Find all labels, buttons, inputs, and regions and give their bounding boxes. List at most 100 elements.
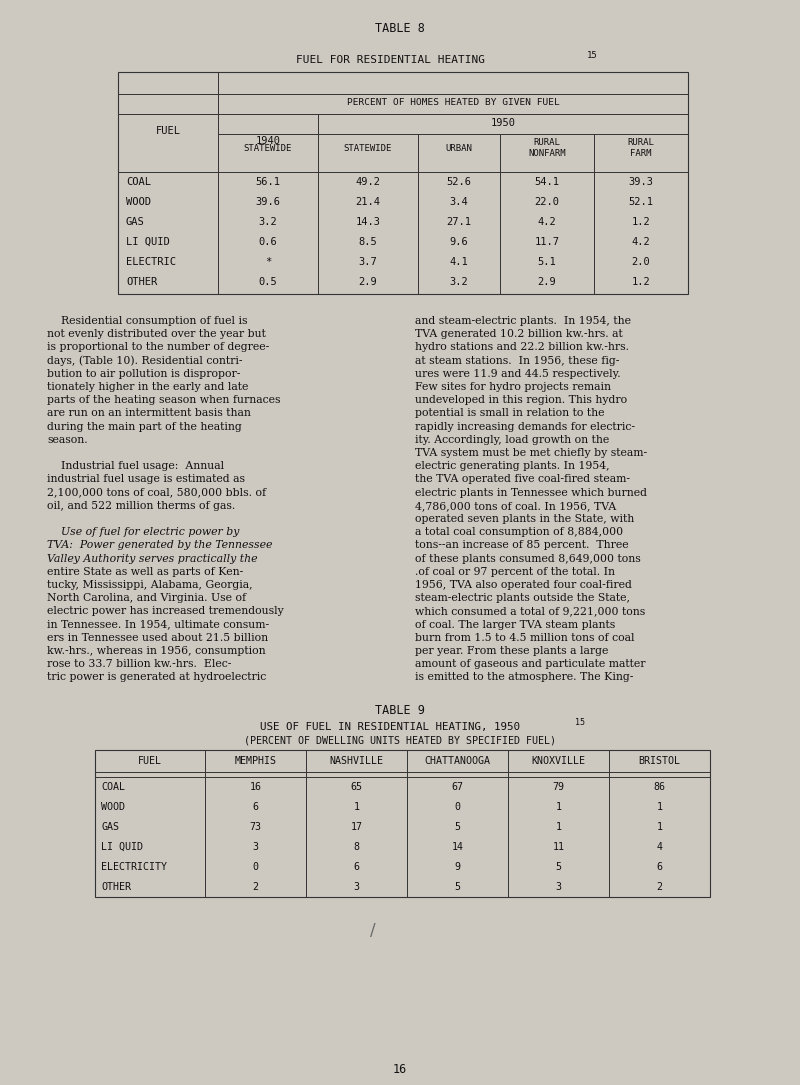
Text: undeveloped in this region. This hydro: undeveloped in this region. This hydro	[415, 395, 627, 405]
Text: 5: 5	[454, 882, 461, 892]
Text: season.: season.	[47, 435, 88, 445]
Text: 3.7: 3.7	[358, 257, 378, 267]
Text: at steam stations.  In 1956, these fig-: at steam stations. In 1956, these fig-	[415, 356, 619, 366]
Text: Industrial fuel usage:  Annual: Industrial fuel usage: Annual	[47, 461, 224, 471]
Text: 2.9: 2.9	[358, 277, 378, 288]
Text: 15: 15	[587, 51, 598, 60]
Text: during the main part of the heating: during the main part of the heating	[47, 422, 242, 432]
Text: is proportional to the number of degree-: is proportional to the number of degree-	[47, 343, 270, 353]
Text: in Tennessee. In 1954, ultimate consum-: in Tennessee. In 1954, ultimate consum-	[47, 620, 269, 629]
Text: TVA generated 10.2 billion kw.-hrs. at: TVA generated 10.2 billion kw.-hrs. at	[415, 329, 622, 340]
Text: 4: 4	[657, 842, 662, 852]
Text: 5: 5	[555, 861, 562, 871]
Text: COAL: COAL	[101, 781, 125, 792]
Text: amount of gaseous and particulate matter: amount of gaseous and particulate matter	[415, 660, 646, 669]
Text: Use of fuel for electric power by: Use of fuel for electric power by	[47, 527, 239, 537]
Text: 52.1: 52.1	[629, 197, 654, 207]
Text: 3: 3	[354, 882, 359, 892]
Text: is emitted to the atmosphere. The King-: is emitted to the atmosphere. The King-	[415, 673, 634, 682]
Text: 3: 3	[555, 882, 562, 892]
Text: Valley Authority serves practically the: Valley Authority serves practically the	[47, 553, 258, 563]
Text: TVA:  Power generated by the Tennessee: TVA: Power generated by the Tennessee	[47, 540, 272, 550]
Text: WOOD: WOOD	[101, 802, 125, 812]
Text: Residential consumption of fuel is: Residential consumption of fuel is	[47, 316, 247, 325]
Text: LI QUID: LI QUID	[101, 842, 143, 852]
Text: ELECTRIC: ELECTRIC	[126, 257, 176, 267]
Text: 56.1: 56.1	[255, 177, 281, 187]
Text: PERCENT OF HOMES HEATED BY GIVEN FUEL: PERCENT OF HOMES HEATED BY GIVEN FUEL	[346, 98, 559, 107]
Text: 2: 2	[253, 882, 258, 892]
Text: 1: 1	[657, 802, 662, 812]
Text: (PERCENT OF DWELLING UNITS HEATED BY SPECIFIED FUEL): (PERCENT OF DWELLING UNITS HEATED BY SPE…	[244, 736, 556, 745]
Bar	[118, 72, 688, 294]
Text: 27.1: 27.1	[446, 217, 471, 227]
Text: 86: 86	[654, 781, 666, 792]
Text: OTHER: OTHER	[101, 882, 131, 892]
Text: NONFARM: NONFARM	[528, 149, 566, 158]
Text: /: /	[370, 921, 376, 939]
Text: 1950: 1950	[490, 118, 515, 128]
Text: 8.5: 8.5	[358, 237, 378, 247]
Text: days, (Table 10). Residential contri-: days, (Table 10). Residential contri-	[47, 356, 242, 366]
Text: FUEL FOR RESIDENTIAL HEATING: FUEL FOR RESIDENTIAL HEATING	[295, 55, 485, 65]
Text: tucky, Mississippi, Alabama, Georgia,: tucky, Mississippi, Alabama, Georgia,	[47, 580, 253, 590]
Text: 52.6: 52.6	[446, 177, 471, 187]
Text: electric plants in Tennessee which burned: electric plants in Tennessee which burne…	[415, 487, 647, 498]
Text: are run on an intermittent basis than: are run on an intermittent basis than	[47, 408, 251, 419]
Text: LI QUID: LI QUID	[126, 237, 170, 247]
Text: 73: 73	[250, 821, 262, 831]
Text: GAS: GAS	[126, 217, 145, 227]
Text: ity. Accordingly, load growth on the: ity. Accordingly, load growth on the	[415, 435, 610, 445]
Text: ers in Tennessee used about 21.5 billion: ers in Tennessee used about 21.5 billion	[47, 633, 268, 642]
Text: 4.1: 4.1	[450, 257, 468, 267]
Text: 1: 1	[555, 802, 562, 812]
Text: of coal. The larger TVA steam plants: of coal. The larger TVA steam plants	[415, 620, 615, 629]
Text: 67: 67	[451, 781, 463, 792]
Text: 1940: 1940	[255, 136, 281, 146]
Text: 6: 6	[657, 861, 662, 871]
Text: 0: 0	[454, 802, 461, 812]
Text: 39.3: 39.3	[629, 177, 654, 187]
Text: FARM: FARM	[630, 149, 652, 158]
Text: industrial fuel usage is estimated as: industrial fuel usage is estimated as	[47, 474, 245, 484]
Text: OTHER: OTHER	[126, 277, 158, 288]
Text: 0.6: 0.6	[258, 237, 278, 247]
Text: 14: 14	[451, 842, 463, 852]
Text: tionately higher in the early and late: tionately higher in the early and late	[47, 382, 248, 392]
Text: 8: 8	[354, 842, 359, 852]
Text: 15: 15	[575, 717, 585, 727]
Text: entire State as well as parts of Ken-: entire State as well as parts of Ken-	[47, 566, 243, 577]
Text: 3: 3	[253, 842, 258, 852]
Text: rose to 33.7 billion kw.-hrs.  Elec-: rose to 33.7 billion kw.-hrs. Elec-	[47, 660, 231, 669]
Text: GAS: GAS	[101, 821, 119, 831]
Text: the TVA operated five coal-fired steam-: the TVA operated five coal-fired steam-	[415, 474, 630, 484]
Text: tons--an increase of 85 percent.  Three: tons--an increase of 85 percent. Three	[415, 540, 629, 550]
Text: TABLE 8: TABLE 8	[375, 22, 425, 35]
Text: North Carolina, and Virginia. Use of: North Carolina, and Virginia. Use of	[47, 593, 246, 603]
Text: STATEWIDE: STATEWIDE	[344, 144, 392, 153]
Text: WOOD: WOOD	[126, 197, 151, 207]
Text: TVA system must be met chiefly by steam-: TVA system must be met chiefly by steam-	[415, 448, 647, 458]
Text: 2: 2	[657, 882, 662, 892]
Text: 14.3: 14.3	[355, 217, 381, 227]
Text: 3.4: 3.4	[450, 197, 468, 207]
Text: oil, and 522 million therms of gas.: oil, and 522 million therms of gas.	[47, 501, 235, 511]
Text: 17: 17	[350, 821, 362, 831]
Text: MEMPHIS: MEMPHIS	[234, 755, 277, 766]
Text: .of coal or 97 percent of the total. In: .of coal or 97 percent of the total. In	[415, 566, 615, 577]
Text: FUEL: FUEL	[155, 126, 181, 136]
Text: kw.-hrs., whereas in 1956, consumption: kw.-hrs., whereas in 1956, consumption	[47, 646, 266, 656]
Text: BRISTOL: BRISTOL	[638, 755, 681, 766]
Text: 1: 1	[354, 802, 359, 812]
Text: 11: 11	[553, 842, 565, 852]
Text: not evenly distributed over the year but: not evenly distributed over the year but	[47, 329, 266, 340]
Text: which consumed a total of 9,221,000 tons: which consumed a total of 9,221,000 tons	[415, 607, 646, 616]
Text: 2.9: 2.9	[538, 277, 556, 288]
Text: 22.0: 22.0	[534, 197, 559, 207]
Text: COAL: COAL	[126, 177, 151, 187]
Text: 5: 5	[454, 821, 461, 831]
Text: hydro stations and 22.2 billion kw.-hrs.: hydro stations and 22.2 billion kw.-hrs.	[415, 343, 629, 353]
Text: ELECTRICITY: ELECTRICITY	[101, 861, 167, 871]
Text: burn from 1.5 to 4.5 million tons of coal: burn from 1.5 to 4.5 million tons of coa…	[415, 633, 634, 642]
Text: 39.6: 39.6	[255, 197, 281, 207]
